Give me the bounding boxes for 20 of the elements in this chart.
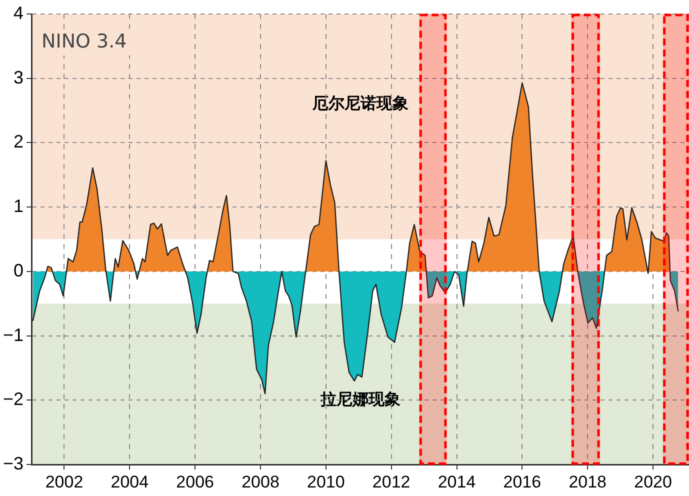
x-tick-label: 2008 [242,472,280,492]
y-tick-label: 0 [14,260,24,280]
y-tick-label: −2 [2,389,24,410]
band-label: 厄尔尼诺现象 [311,94,408,112]
x-tick-label: 2014 [438,472,476,492]
x-tick-label: 2020 [634,472,672,492]
y-tick-label: 1 [14,196,24,216]
x-tick-label: 2018 [568,472,607,492]
x-tick-label: 2004 [110,472,149,492]
x-tick-label: 2016 [503,472,542,492]
y-tick-label: 4 [14,2,24,23]
text: NINO 3.4 [42,30,127,52]
x-tick-label: 2010 [307,472,345,492]
y-tick-label: 3 [14,67,24,88]
y-tick-label: −1 [2,324,24,345]
y-tick-label: 2 [14,132,24,152]
y-tick-label: −3 [2,454,24,474]
x-tick-label: 2002 [45,472,84,492]
x-tick-label: 2006 [176,472,214,492]
x-tick-label: 2012 [372,472,410,492]
